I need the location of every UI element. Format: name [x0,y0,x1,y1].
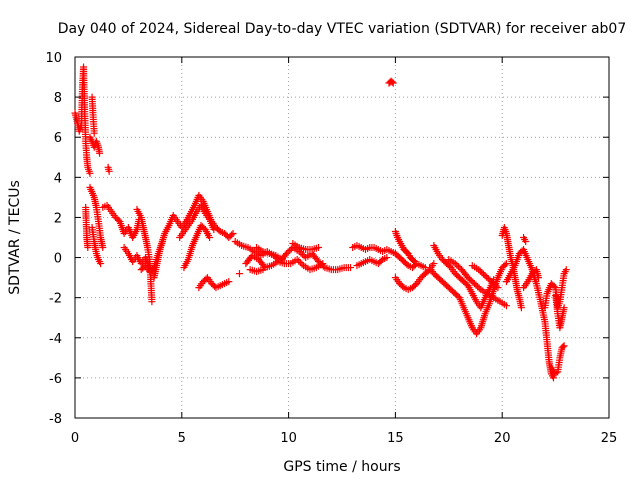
data-point [494,284,502,292]
data-point [489,279,497,287]
data-point [430,260,438,268]
data-point [97,260,105,268]
data-point [235,270,243,278]
y-tick-label: 4 [54,171,62,186]
data-point [295,257,303,265]
data-point [549,374,557,382]
data-point [210,225,218,233]
data-point [517,304,525,312]
data-point [464,274,472,282]
data-point [388,78,396,86]
data-point [488,278,496,286]
data-point [466,275,474,283]
data-point [282,250,290,258]
data-point [535,274,543,282]
data-point [259,266,267,274]
data-point [560,342,568,350]
data-point [90,129,98,137]
data-point [228,231,236,239]
grid-layer [75,57,609,418]
data-point [467,277,475,285]
data-point [502,302,510,310]
data-point [399,282,407,290]
data-point [453,261,461,269]
x-tick-label: 10 [280,431,297,446]
data-point [474,283,482,291]
data-point [454,263,462,271]
chart-title: Day 040 of 2024, Sidereal Day-to-day VTE… [58,21,627,37]
data-point [293,256,301,264]
x-tick-label: 0 [71,431,79,446]
data-point [469,278,477,286]
plot-frame [74,56,610,419]
data-point [472,281,480,289]
data-point [389,79,397,87]
data-point [347,264,355,272]
data-point [522,238,530,246]
data-point [215,226,223,234]
data-point [481,272,489,280]
data-point [483,273,491,281]
data-point [560,304,568,312]
data-point [319,260,327,268]
data-point [403,260,411,268]
data-point [486,276,494,284]
data-point [451,260,459,268]
data-point [502,260,510,268]
data-point [99,244,107,252]
data-point [206,234,214,241]
data-point [478,269,486,277]
data-point [562,266,570,274]
data-point [315,244,323,252]
data-point [298,260,306,268]
x-tick-label: 5 [178,431,186,446]
x-tick-label: 20 [494,431,511,446]
y-tick-label: 10 [45,51,62,66]
data-point [105,167,113,175]
data-point [501,261,509,269]
data-series-sdtvar [71,63,570,382]
y-axis-title: SDTVAR / TECUs [7,180,23,295]
data-point [492,282,500,290]
data-point [559,343,567,351]
data-point [491,281,499,289]
y-tick-label: -4 [49,332,62,347]
data-point [84,244,92,252]
data-point [229,229,237,237]
y-tick-label: 8 [54,91,62,106]
y-tick-label: -2 [49,292,62,307]
data-point [550,282,558,290]
tick-layer: 0 5 10 15 20 25 -8 -6 -4 -2 0 2 4 6 8 10 [45,51,617,446]
y-tick-label: 0 [54,252,62,267]
data-point [383,254,391,262]
data-point [470,280,478,288]
data-point [475,266,483,274]
data-point [410,257,418,265]
y-tick-label: 2 [54,211,62,226]
data-point [476,267,484,275]
y-tick-label: -8 [49,412,62,427]
data-point [411,258,419,266]
data-point [96,149,104,157]
x-tick-label: 25 [601,431,618,446]
y-tick-label: 6 [54,131,62,146]
data-point [475,284,483,292]
data-point [296,259,304,267]
data-point [286,247,294,255]
data-point [148,298,156,306]
y-tick-label: -6 [49,372,62,387]
x-axis-title: GPS time / hours [283,459,400,475]
data-point [278,256,286,264]
data-point [298,251,306,259]
data-point [284,248,292,256]
data-point [484,275,492,283]
data-point [225,278,233,286]
data-point [86,169,94,177]
data-point [377,257,385,265]
data-point [480,270,488,278]
x-tick-label: 15 [387,431,404,446]
